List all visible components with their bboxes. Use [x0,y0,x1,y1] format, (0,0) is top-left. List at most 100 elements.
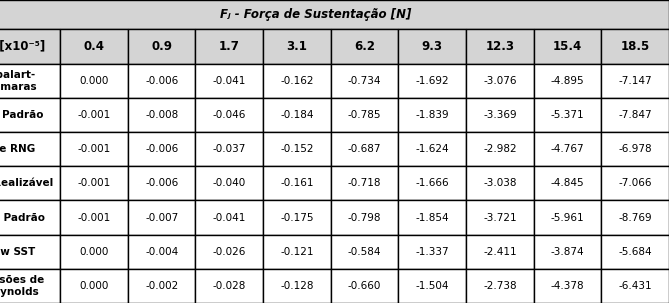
Text: -0.718: -0.718 [348,178,381,188]
Bar [399,132,466,166]
Text: 12.3: 12.3 [486,40,514,53]
Text: -0.184: -0.184 [280,110,314,120]
Bar [601,98,669,132]
Bar [60,200,128,235]
Text: 15.4: 15.4 [553,40,582,53]
Bar [128,132,195,166]
Text: -0.121: -0.121 [280,247,314,257]
Text: -0.152: -0.152 [280,144,314,154]
Text: 6.2: 6.2 [354,40,375,53]
Bar [0,98,60,132]
Text: -0.026: -0.026 [213,247,246,257]
Text: -0.002: -0.002 [145,281,179,291]
Text: 9.3: 9.3 [421,40,443,53]
Text: -4.378: -4.378 [551,281,584,291]
Bar [534,269,601,303]
Text: -0.006: -0.006 [145,76,179,86]
Text: -1.854: -1.854 [415,212,449,222]
Text: -4.895: -4.895 [551,76,584,86]
Text: 18.5: 18.5 [621,40,650,53]
Bar [128,64,195,98]
Text: -0.040: -0.040 [213,178,246,188]
Text: -1.624: -1.624 [415,144,449,154]
Bar [534,166,601,200]
Bar [330,200,399,235]
Bar [263,132,330,166]
Bar [60,64,128,98]
Text: k-e RNG: k-e RNG [0,144,35,154]
Text: -3.721: -3.721 [483,212,516,222]
Text: -8.769: -8.769 [618,212,652,222]
Bar [330,29,399,64]
Bar [330,269,399,303]
Bar [399,269,466,303]
Text: -0.798: -0.798 [348,212,381,222]
Bar [601,166,669,200]
Bar [195,166,263,200]
Text: k-e Padrão: k-e Padrão [0,110,43,120]
Text: -0.041: -0.041 [213,76,246,86]
Text: -0.001: -0.001 [78,178,110,188]
Bar [128,29,195,64]
Text: -0.660: -0.660 [348,281,381,291]
Bar [195,132,263,166]
Bar [330,235,399,269]
Bar [0,64,60,98]
Bar [0,235,60,269]
Text: -3.076: -3.076 [483,76,516,86]
Text: 3.1: 3.1 [286,40,307,53]
Text: 0.000: 0.000 [80,76,109,86]
Bar [128,166,195,200]
Bar [466,29,534,64]
Text: -0.734: -0.734 [348,76,381,86]
Text: -1.666: -1.666 [415,178,449,188]
Bar [466,64,534,98]
Text: Fⱼ - Força de Sustentação [N]: Fⱼ - Força de Sustentação [N] [220,8,412,21]
Bar [399,29,466,64]
Text: -4.767: -4.767 [551,144,584,154]
Bar [534,200,601,235]
Text: -0.041: -0.041 [213,212,246,222]
Bar [466,166,534,200]
Bar [0,200,60,235]
Bar [195,235,263,269]
Bar [534,98,601,132]
Text: -0.008: -0.008 [145,110,179,120]
Bar [330,64,399,98]
Bar [466,235,534,269]
Bar [0,269,60,303]
Bar [263,166,330,200]
Bar [601,235,669,269]
Bar [466,200,534,235]
Bar [466,98,534,132]
Bar [534,64,601,98]
Text: -7.066: -7.066 [618,178,652,188]
Bar [60,235,128,269]
Bar [466,269,534,303]
Text: -1.337: -1.337 [415,247,449,257]
Text: -0.006: -0.006 [145,178,179,188]
Text: -0.175: -0.175 [280,212,314,222]
Bar [195,64,263,98]
Bar [601,29,669,64]
Bar [195,29,263,64]
Text: -6.978: -6.978 [618,144,652,154]
Text: -0.028: -0.028 [213,281,246,291]
Bar [601,200,669,235]
Text: Tensões de
Reynolds: Tensões de Reynolds [0,275,44,297]
Bar [263,64,330,98]
Bar [60,29,128,64]
Bar [399,98,466,132]
Bar [0,29,60,64]
Bar [195,200,263,235]
Text: -0.006: -0.006 [145,144,179,154]
Text: -0.037: -0.037 [213,144,246,154]
Bar [330,98,399,132]
Bar [534,132,601,166]
Text: -0.584: -0.584 [348,247,381,257]
Text: 1.7: 1.7 [219,40,240,53]
Bar [601,132,669,166]
Bar [263,29,330,64]
Bar [60,166,128,200]
Text: -2.411: -2.411 [483,247,516,257]
